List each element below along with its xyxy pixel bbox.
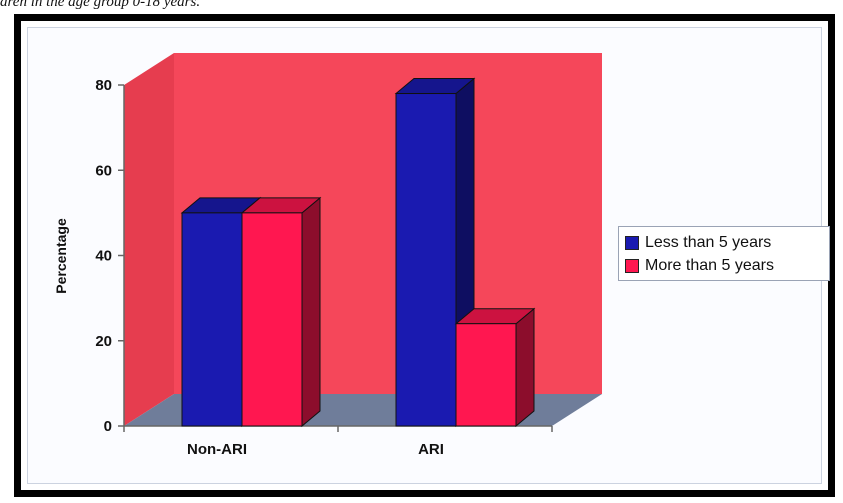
bar-side xyxy=(301,196,321,428)
side-wall xyxy=(124,53,174,426)
legend-swatch-less-than-5 xyxy=(625,235,639,250)
x-tick-label: Non-ARI xyxy=(187,441,247,458)
bar xyxy=(240,196,322,428)
y-tick-label: 80 xyxy=(95,77,112,94)
y-tick-label: 20 xyxy=(95,333,112,350)
x-tick-label: ARI xyxy=(418,441,444,458)
chart-labels: 0 20 40 60 80 Non-ARI ARI Percentage xyxy=(53,77,444,458)
legend-swatch-more-than-5 xyxy=(625,258,639,273)
y-tick-label: 0 xyxy=(104,418,112,435)
bar-front xyxy=(181,212,243,427)
bar-front xyxy=(395,93,457,427)
bar-side xyxy=(515,307,535,428)
bar xyxy=(454,307,536,428)
y-tick-label: 60 xyxy=(95,162,112,179)
y-axis-title: Percentage xyxy=(53,218,69,294)
chart-legend: Less than 5 years More than 5 years xyxy=(618,226,830,281)
legend-label-more-than-5: More than 5 years xyxy=(645,256,774,274)
y-tick-label: 40 xyxy=(95,248,112,265)
figure-caption: dren in the age group 0-18 years. xyxy=(0,0,201,10)
bar-front xyxy=(241,212,303,427)
legend-label-less-than-5: Less than 5 years xyxy=(645,233,772,251)
legend-item: Less than 5 years xyxy=(625,231,823,254)
legend-item: More than 5 years xyxy=(625,254,823,277)
chart-bars xyxy=(180,77,536,428)
bar-front xyxy=(455,323,517,427)
